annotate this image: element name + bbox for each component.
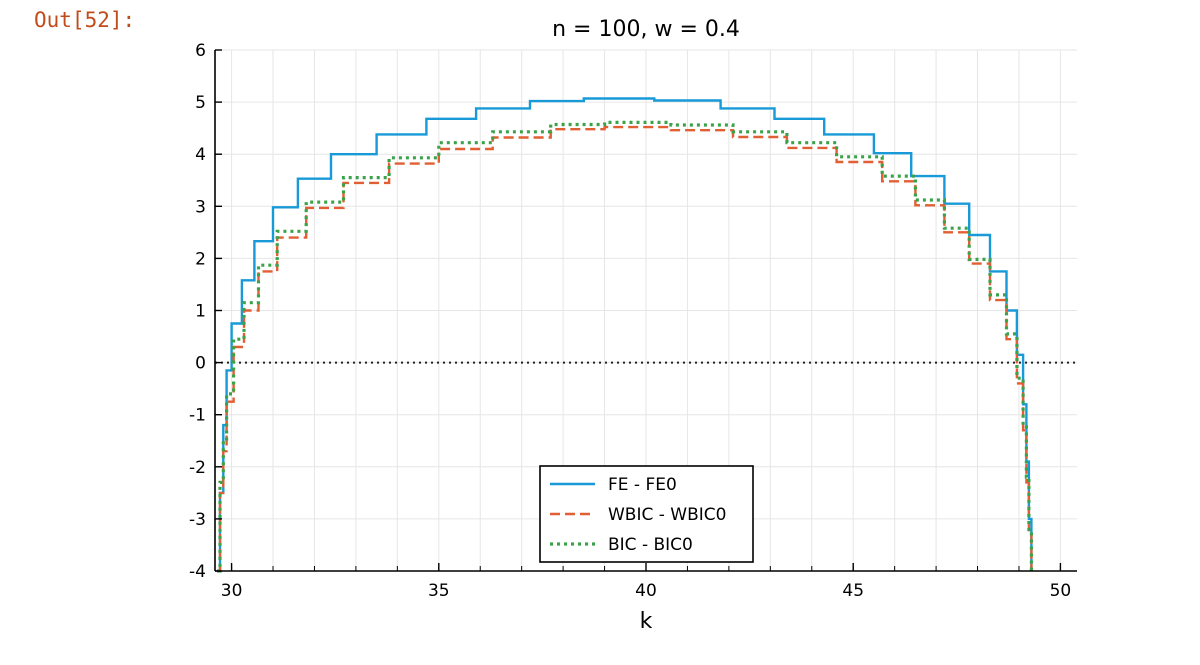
series-lines	[215, 97, 1077, 573]
x-tick-label: 30	[221, 581, 243, 601]
legend-label-0: FE - FE0	[608, 475, 677, 495]
y-tick-label: 5	[195, 93, 206, 113]
x-tick-label: 45	[842, 581, 864, 601]
series-line-0	[217, 97, 1033, 573]
output-cell-label: Out[52]:	[34, 8, 136, 32]
legend-label-2: BIC - BIC0	[608, 535, 693, 555]
y-tick-label: 6	[195, 41, 206, 61]
y-tick-label: 2	[195, 249, 206, 269]
y-tick-label: 3	[195, 197, 206, 217]
chart-title: n = 100, w = 0.4	[552, 17, 740, 42]
x-tick-label: 35	[428, 581, 450, 601]
y-tick-label: 0	[195, 354, 206, 374]
legend-box	[539, 465, 754, 563]
x-tick-label: 50	[1050, 581, 1072, 601]
y-tick-label: -1	[189, 406, 206, 426]
y-tick-label: 1	[195, 302, 206, 322]
x-axis-label: k	[640, 609, 653, 634]
y-tick-label: -2	[189, 458, 206, 478]
legend-label-1: WBIC - WBIC0	[608, 505, 726, 525]
x-tick-label: 40	[635, 581, 657, 601]
y-tick-label: -4	[189, 562, 206, 582]
y-tick-label: 4	[195, 145, 206, 165]
legend: FE - FE0 WBIC - WBIC0 BIC - BIC0	[539, 465, 754, 563]
y-tick-label: -3	[189, 510, 206, 530]
